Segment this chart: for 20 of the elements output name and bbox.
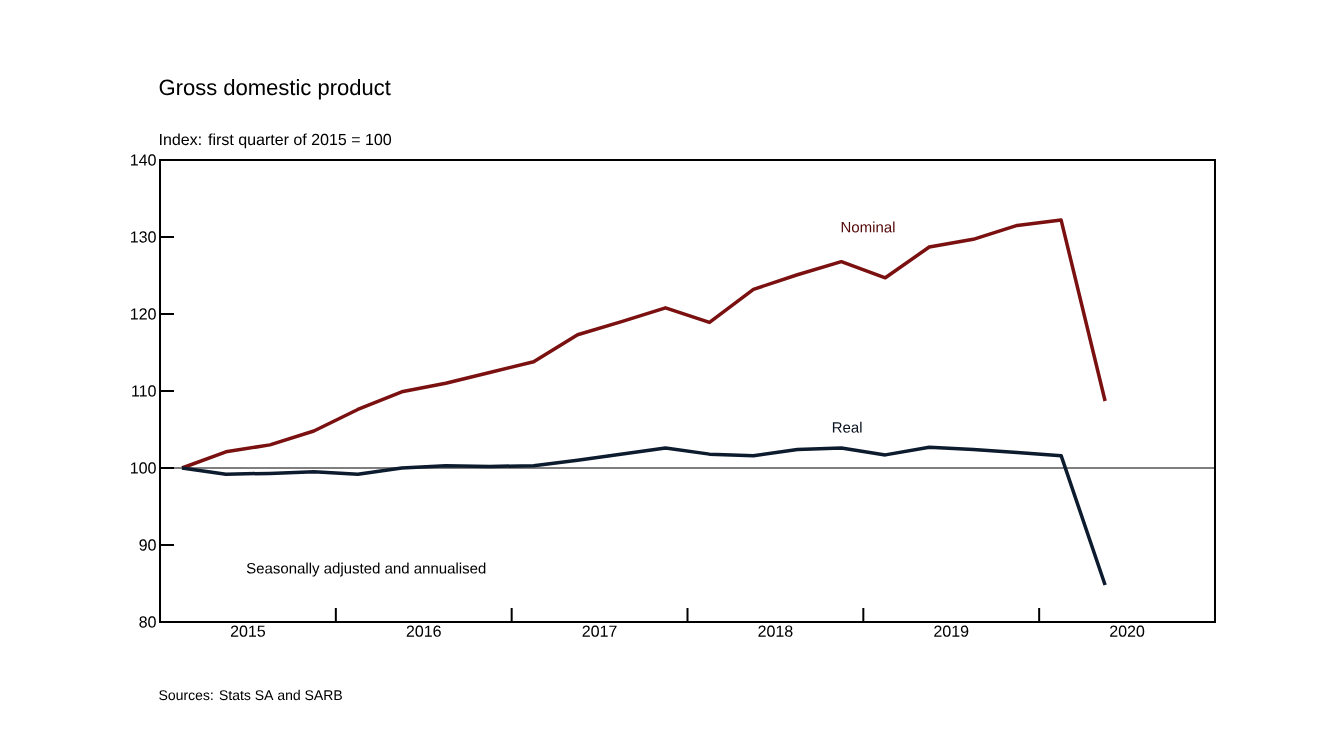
- annotation: Seasonally adjusted and annualised: [246, 562, 486, 577]
- line-series: [180, 218, 1107, 470]
- y-tick-label: 110: [132, 385, 156, 397]
- source-note: Sources: Stats SA and SARB: [159, 689, 342, 701]
- x-tick-label: 2015: [230, 625, 266, 637]
- series-label: Nominal: [841, 221, 895, 233]
- chart-subtitle: Index: first quarter of 2015 = 100: [160, 133, 392, 149]
- x-tick-label: 2019: [934, 625, 969, 637]
- x-tick-label: 2017: [582, 625, 617, 637]
- chart-title: Gross domestic product: [159, 79, 391, 100]
- y-tick-label: 100: [131, 462, 156, 474]
- x-tick-label: 2018: [758, 625, 793, 637]
- series-label: Real: [832, 421, 862, 433]
- y-tick-label: 140: [131, 154, 156, 166]
- x-tick-label: 2020: [1110, 625, 1145, 637]
- y-tick-label: 80: [139, 616, 156, 628]
- y-tick-label: 90: [139, 539, 156, 551]
- y-tick-label: 120: [131, 308, 156, 320]
- x-tick-label: 2016: [406, 625, 441, 637]
- y-tick-label: 130: [131, 231, 156, 243]
